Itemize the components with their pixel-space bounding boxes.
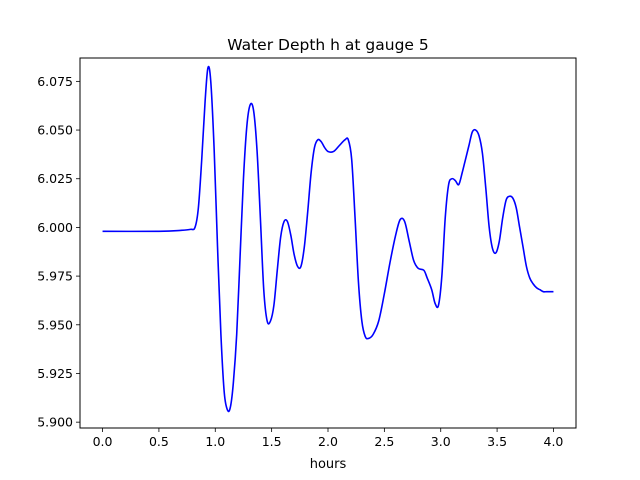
y-tick-label: 5.975 bbox=[37, 269, 73, 284]
x-tick-label: 3.0 bbox=[431, 434, 451, 449]
x-tick-label: 0.5 bbox=[149, 434, 169, 449]
x-tick-label: 2.0 bbox=[318, 434, 338, 449]
x-axis-label: hours bbox=[310, 457, 347, 472]
series-layer bbox=[102, 65, 554, 413]
y-tick-label: 6.000 bbox=[37, 220, 73, 235]
y-tick-label: 5.925 bbox=[37, 366, 73, 381]
y-tick-label: 6.050 bbox=[37, 123, 73, 138]
x-tick-label: 3.5 bbox=[487, 434, 507, 449]
x-axis: 0.0 0.5 1.0 1.5 2.0 2.5 3.0 3.5 4.0 bbox=[93, 428, 564, 449]
x-tick-label: 1.5 bbox=[262, 434, 282, 449]
y-tick-label: 6.075 bbox=[37, 74, 73, 89]
series-line-0 bbox=[102, 65, 554, 413]
x-tick-label: 1.0 bbox=[205, 434, 225, 449]
y-tick-label: 6.025 bbox=[37, 171, 73, 186]
y-tick-label: 5.950 bbox=[37, 317, 73, 332]
y-axis: 5.900 5.925 5.950 5.975 6.000 6.025 6.050 6.075 bbox=[37, 74, 80, 430]
y-tick-label: 5.900 bbox=[37, 415, 73, 430]
chart-title: Water Depth h at gauge 5 bbox=[227, 36, 428, 54]
x-tick-label: 2.5 bbox=[374, 434, 394, 449]
x-tick-label: 0.0 bbox=[93, 434, 113, 449]
x-tick-label: 4.0 bbox=[544, 434, 564, 449]
